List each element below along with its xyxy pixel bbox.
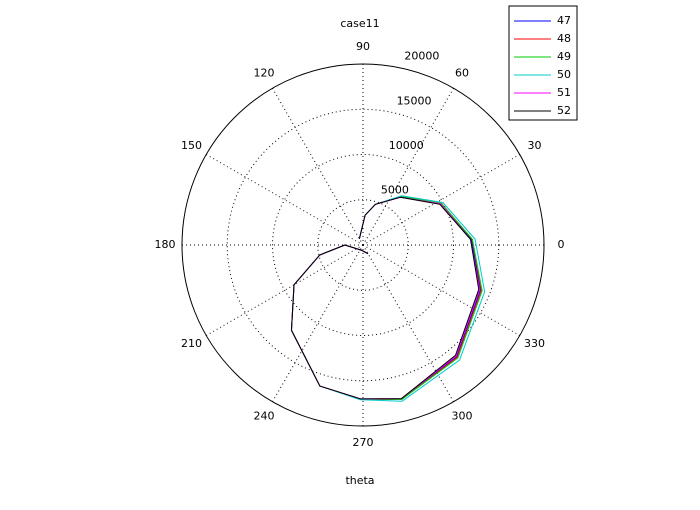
legend-label: 49 xyxy=(557,50,571,63)
grid-circle xyxy=(317,199,409,291)
legend-label: 51 xyxy=(557,86,571,99)
legend-label: 47 xyxy=(557,14,571,27)
legend-label: 48 xyxy=(557,32,571,45)
chart-title: case11 xyxy=(340,17,379,30)
legend-box xyxy=(508,5,578,121)
r-tick-label: 5000 xyxy=(381,183,409,196)
theta-tick-label: 240 xyxy=(254,409,275,422)
theta-tick-label: 270 xyxy=(353,436,374,449)
theta-tick-label: 90 xyxy=(356,40,370,53)
theta-tick-label: 120 xyxy=(254,67,275,80)
theta-tick-label: 330 xyxy=(524,337,545,350)
grid-circle xyxy=(272,154,454,336)
theta-tick-label: 30 xyxy=(527,139,541,152)
theta-tick-label: 150 xyxy=(181,139,202,152)
r-tick-label: 15000 xyxy=(397,94,432,107)
theta-tick-label: 300 xyxy=(452,409,473,422)
r-tick-label: 10000 xyxy=(389,139,424,152)
theta-tick-label: 180 xyxy=(155,238,176,251)
theta-tick-label: 0 xyxy=(558,238,565,251)
theta-tick-label: 60 xyxy=(455,67,469,80)
series-line xyxy=(290,196,480,400)
legend-label: 52 xyxy=(557,104,571,117)
grid-circle xyxy=(226,108,500,382)
legend-label: 50 xyxy=(557,68,571,81)
r-tick-label: 20000 xyxy=(404,50,439,63)
x-axis-label: theta xyxy=(345,474,374,487)
theta-tick-label: 210 xyxy=(181,337,202,350)
